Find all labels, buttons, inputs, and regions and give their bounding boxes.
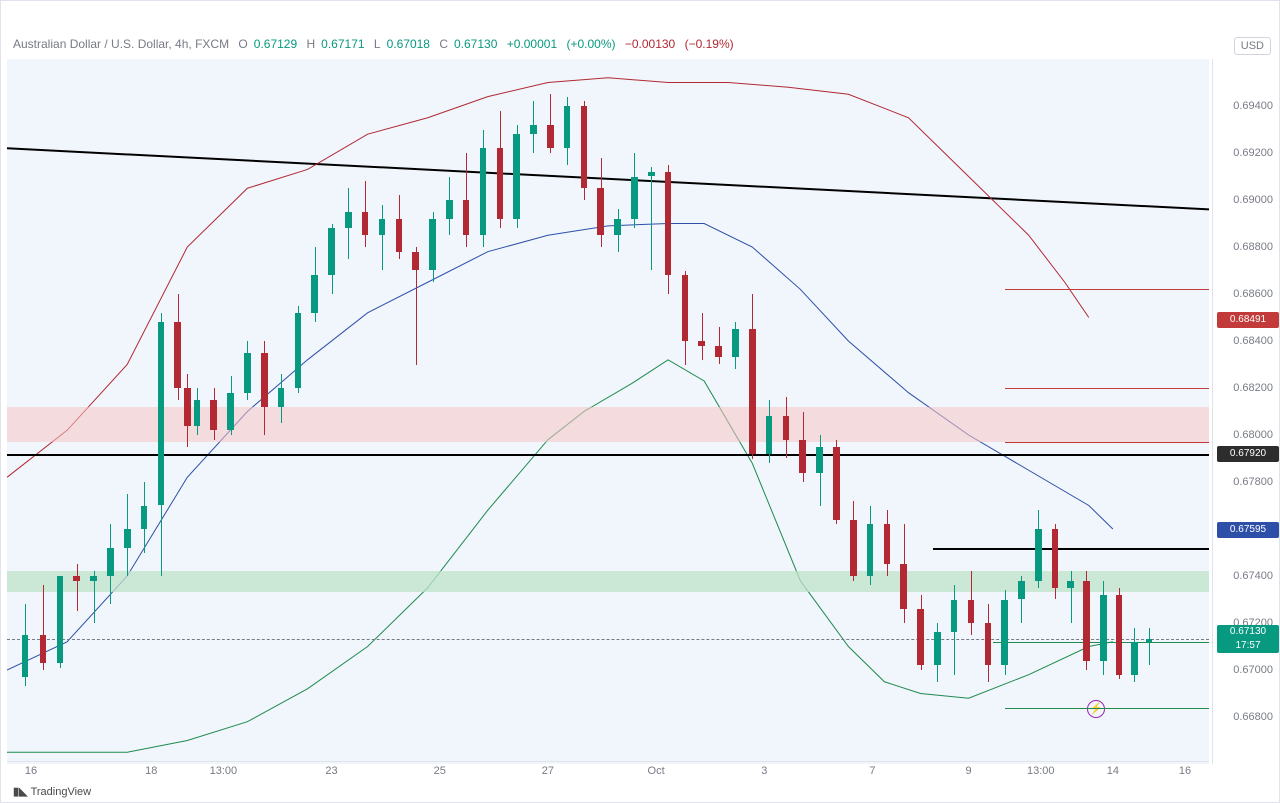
- y-tick-label: 0.68200: [1233, 382, 1273, 394]
- y-tick-label: 0.67000: [1233, 664, 1273, 676]
- tradingview-logo[interactable]: ▮◣ TradingView: [13, 785, 91, 798]
- y-tick-label: 0.68000: [1233, 429, 1273, 441]
- y-tick-label: 0.67400: [1233, 570, 1273, 582]
- y-tick-label: 0.66800: [1233, 711, 1273, 723]
- x-tick-label: 23: [325, 765, 337, 777]
- x-tick-label: 16: [25, 765, 37, 777]
- price-chart-area[interactable]: ⚡: [7, 59, 1209, 764]
- chart-legend: Australian Dollar / U.S. Dollar, 4h, FXC…: [13, 37, 740, 51]
- ohlc-close: 0.67130: [454, 37, 497, 51]
- y-tick-label: 0.69400: [1233, 100, 1273, 112]
- price-label: 0.6713017:57: [1217, 625, 1279, 653]
- horizontal-line: [1005, 442, 1209, 443]
- x-tick-label: 27: [542, 765, 554, 777]
- price-label: 0.67920: [1217, 446, 1279, 462]
- lightning-icon[interactable]: ⚡: [1087, 700, 1105, 718]
- y-tick-label: 0.69000: [1233, 194, 1273, 206]
- x-tick-label: 7: [869, 765, 875, 777]
- x-tick-label: 25: [434, 765, 446, 777]
- horizontal-line: [7, 454, 1209, 456]
- x-tick-label: Oct: [648, 765, 665, 777]
- change-abs: +0.00001: [507, 37, 557, 51]
- price-label: 0.68491: [1217, 312, 1279, 328]
- change2-abs: −0.00130: [625, 37, 675, 51]
- symbol-label: Australian Dollar / U.S. Dollar, 4h, FXC…: [13, 37, 229, 51]
- ohlc-open: 0.67129: [254, 37, 297, 51]
- x-tick-label: 14: [1107, 765, 1119, 777]
- currency-badge[interactable]: USD: [1234, 37, 1271, 55]
- y-axis: 0.69400 0.69200 0.69000 0.68800 0.68600 0.684…: [1212, 59, 1279, 764]
- y-tick-label: 0.68800: [1233, 241, 1273, 253]
- ohlc-low: 0.67018: [387, 37, 430, 51]
- y-tick-label: 0.69200: [1233, 147, 1273, 159]
- y-tick-label: 0.68600: [1233, 288, 1273, 300]
- x-tick-label: 9: [966, 765, 972, 777]
- change-pct: (+0.00%): [566, 37, 615, 51]
- horizontal-line: [933, 548, 1209, 550]
- price-label: 0.67595: [1217, 522, 1279, 538]
- horizontal-line: [7, 639, 1209, 640]
- x-tick-label: 13:00: [210, 765, 238, 777]
- x-tick-label: 16: [1179, 765, 1191, 777]
- x-axis: 16 18 13:00 23 25 27 Oct 3 7 9 13:00 14 16: [7, 761, 1209, 782]
- y-tick-label: 0.67800: [1233, 476, 1273, 488]
- ohlc-high: 0.67171: [321, 37, 364, 51]
- horizontal-line: [1005, 388, 1209, 389]
- horizontal-line: [1005, 289, 1209, 290]
- price-zone: [7, 571, 1209, 592]
- chart-container: Australian Dollar / U.S. Dollar, 4h, FXC…: [0, 0, 1280, 803]
- x-tick-label: 18: [145, 765, 157, 777]
- horizontal-line: [1005, 708, 1209, 709]
- x-tick-label: 3: [761, 765, 767, 777]
- y-tick-label: 0.68400: [1233, 335, 1273, 347]
- x-tick-label: 13:00: [1027, 765, 1055, 777]
- change2-pct: (−0.19%): [685, 37, 734, 51]
